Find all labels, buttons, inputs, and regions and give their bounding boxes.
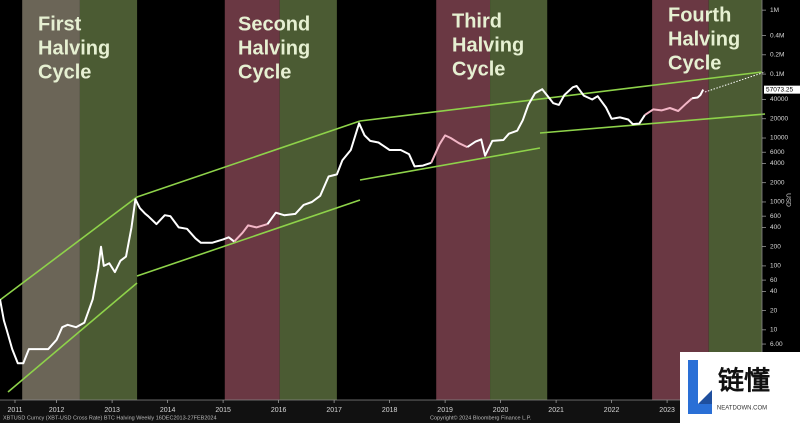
price-line xyxy=(233,223,268,243)
y-tick-label: 10000 xyxy=(770,135,788,142)
watermark-site: NEATDOWN.COM xyxy=(717,406,767,412)
trend-line xyxy=(359,71,763,122)
y-tick-label: 20 xyxy=(770,307,778,314)
annotation: Cycle xyxy=(452,58,505,80)
x-tick-label: 2011 xyxy=(7,407,22,414)
trend-lines xyxy=(0,71,766,393)
last-price-tag xyxy=(764,85,800,94)
y-axis-label: USD xyxy=(784,193,791,207)
annotation: Halving xyxy=(38,37,110,59)
x-tick-label: 2021 xyxy=(548,407,564,414)
x-tick-label: 2023 xyxy=(659,407,675,414)
price-lines xyxy=(0,85,705,365)
footer-right: Copyright© 2024 Bloomberg Finance L.P. xyxy=(430,414,532,421)
annotation: Halving xyxy=(452,34,524,56)
band xyxy=(436,0,491,400)
y-tick-label: 0.1M xyxy=(770,71,784,78)
watermark-logo xyxy=(688,360,712,414)
y-tick-label: 6000 xyxy=(770,149,785,156)
band xyxy=(708,0,762,400)
y-tick-label: 400 xyxy=(770,224,781,231)
band xyxy=(22,0,80,400)
trend-line xyxy=(0,196,138,301)
y-tick-label: 1M xyxy=(770,7,779,14)
price-line xyxy=(430,134,468,164)
price-line xyxy=(0,198,235,365)
y-tick-label: 6.00 xyxy=(770,341,783,348)
y-tick-label: 10 xyxy=(770,327,778,334)
watermark-name: 链懂 xyxy=(718,366,770,397)
x-tick-label: 2016 xyxy=(271,407,287,414)
footer-left: XBTUSD Curncy (XBT-USD Cross Rate) BTC H… xyxy=(3,415,217,421)
annotation: Second xyxy=(238,13,310,35)
x-tick-label: 2019 xyxy=(437,407,453,414)
x-tick-label: 2020 xyxy=(493,407,509,414)
price-line xyxy=(266,122,432,225)
trend-line xyxy=(136,199,361,277)
trend-line xyxy=(359,147,541,181)
trend-line xyxy=(7,282,138,393)
annotation: Halving xyxy=(238,37,310,59)
annotation: First xyxy=(38,13,82,35)
x-tick-label: 2017 xyxy=(326,407,342,414)
trend-line xyxy=(136,120,361,198)
last-price-label: 57073.25 xyxy=(766,86,793,93)
annotations: FirstHalvingCycleSecondHalvingCycleThird… xyxy=(38,4,740,83)
x-tick-label: 2018 xyxy=(382,407,398,414)
band xyxy=(652,0,709,400)
price-line xyxy=(691,89,705,100)
price-line xyxy=(644,97,693,116)
annotation: Cycle xyxy=(38,61,91,83)
trend-line xyxy=(539,113,766,134)
bands xyxy=(22,0,762,400)
y-tick-label: 2000 xyxy=(770,179,785,186)
band xyxy=(79,0,138,400)
annotation: Third xyxy=(452,10,502,32)
annotation: Cycle xyxy=(238,61,291,83)
x-tick-label: 2012 xyxy=(49,407,65,414)
band xyxy=(490,0,548,400)
annotation: Halving xyxy=(668,28,740,50)
watermark: 链懂 NEATDOWN.COM xyxy=(680,352,800,423)
y-tick-label: 1000 xyxy=(770,199,785,206)
x-tick-label: 2013 xyxy=(104,407,120,414)
y-tick-label: 100 xyxy=(770,263,781,270)
y-tick-label: 600 xyxy=(770,213,781,220)
y-tick-label: 200 xyxy=(770,243,781,250)
watermark-logo xyxy=(698,390,712,404)
x-axis-band xyxy=(0,400,800,423)
y-tick-label: 40000 xyxy=(770,96,788,103)
band xyxy=(279,0,337,400)
x-tick-label: 2014 xyxy=(160,407,176,414)
y-tick-label: 20000 xyxy=(770,115,788,122)
annotation: Fourth xyxy=(668,4,731,26)
axes: 1M 0.4M 0.2M 0.1M 40000 20000 10000 6000 4000 200… xyxy=(7,7,800,414)
y-tick-label: 4000 xyxy=(770,160,785,167)
y-tick-label: 0.2M xyxy=(770,52,784,59)
y-tick-label: 40 xyxy=(770,288,778,295)
x-tick-label: 2015 xyxy=(215,407,231,414)
y-tick-label: 60 xyxy=(770,277,778,284)
band xyxy=(224,0,280,400)
y-tick-label: 0.4M xyxy=(770,32,784,39)
annotation: Cycle xyxy=(668,52,721,74)
x-tick-label: 2022 xyxy=(604,407,620,414)
price-line xyxy=(466,85,646,157)
